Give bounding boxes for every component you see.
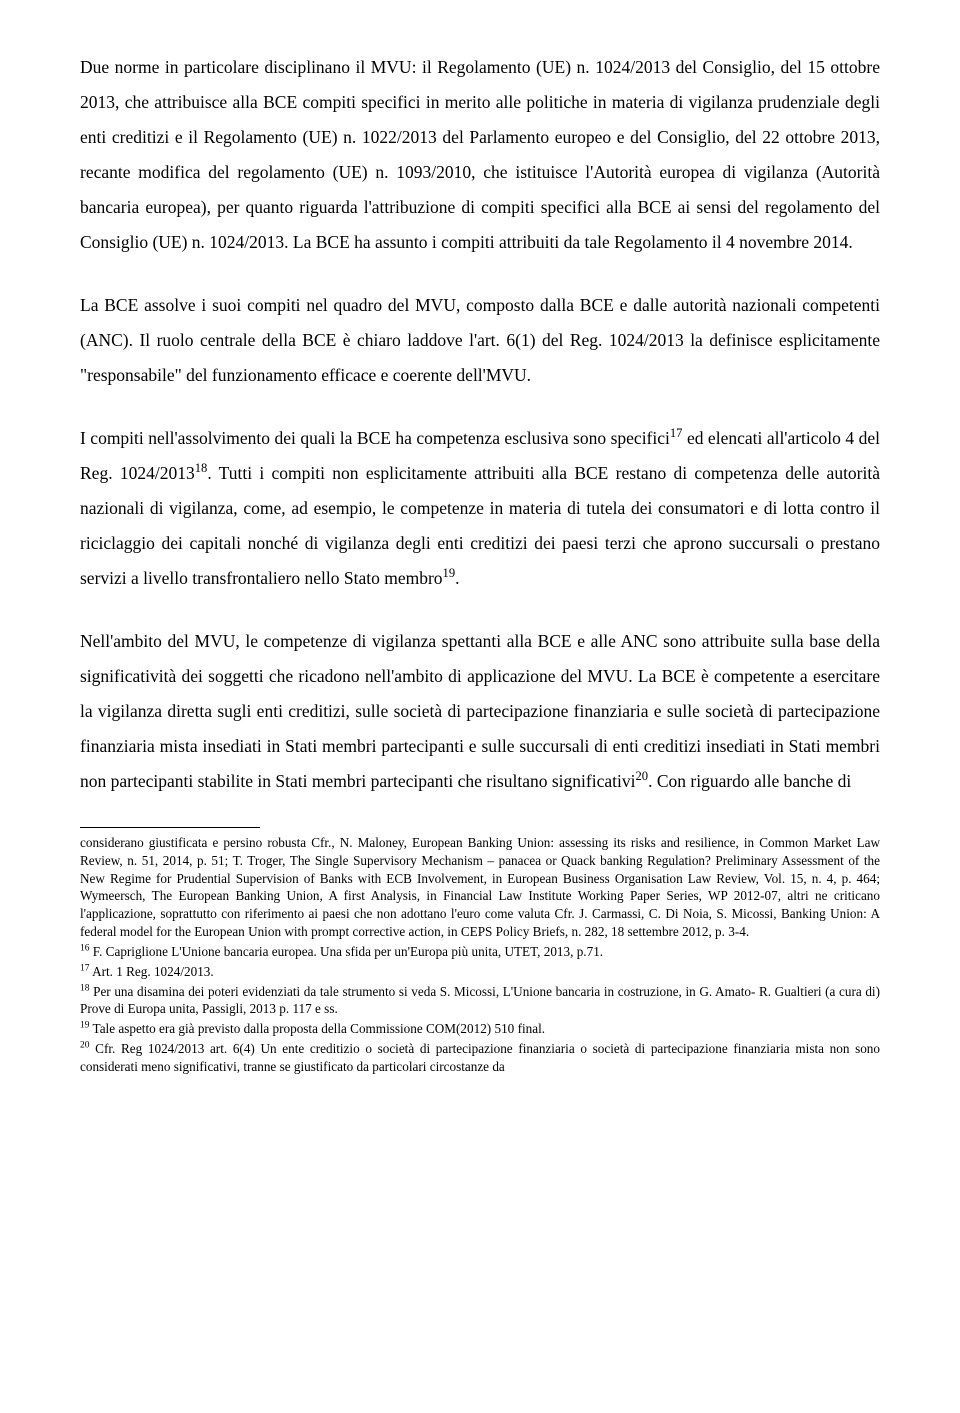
footnote-20: 20 Cfr. Reg 1024/2013 art. 6(4) Un ente …: [80, 1040, 880, 1076]
footnote-ref-17: 17: [670, 426, 683, 440]
body-paragraph-4: Nell'ambito del MVU, le competenze di vi…: [80, 624, 880, 799]
footnote-19: 19 Tale aspetto era già previsto dalla p…: [80, 1020, 880, 1038]
footnotes-block: considerano giustificata e persino robus…: [80, 834, 880, 1076]
body-paragraph-1: Due norme in particolare disciplinano il…: [80, 50, 880, 260]
footnote-17-text: Art. 1 Reg. 1024/2013.: [90, 964, 214, 979]
footnote-ref-19: 19: [443, 566, 456, 580]
footnote-18: 18 Per una disamina dei poteri evidenzia…: [80, 983, 880, 1019]
footnote-16-text: F. Capriglione L'Unione bancaria europea…: [90, 944, 604, 959]
page-content: Due norme in particolare disciplinano il…: [0, 0, 960, 1128]
body-paragraph-3: I compiti nell'assolvimento dei quali la…: [80, 421, 880, 596]
footnote-number-20: 20: [80, 1041, 90, 1051]
footnote-18-text: Per una disamina dei poteri evidenziati …: [80, 984, 880, 1017]
footnote-continuation: considerano giustificata e persino robus…: [80, 834, 880, 941]
footnote-ref-20: 20: [635, 769, 648, 783]
p3-text-c: . Tutti i compiti non esplicitamente att…: [80, 463, 880, 588]
p4-text-a: Nell'ambito del MVU, le competenze di vi…: [80, 631, 880, 791]
footnote-17: 17 Art. 1 Reg. 1024/2013.: [80, 963, 880, 981]
footnote-number-17: 17: [80, 963, 90, 973]
p3-text-d: .: [455, 568, 459, 588]
p3-text-a: I compiti nell'assolvimento dei quali la…: [80, 428, 670, 448]
p4-text-b: . Con riguardo alle banche di: [648, 771, 851, 791]
footnote-19-text: Tale aspetto era già previsto dalla prop…: [90, 1021, 546, 1036]
footnote-number-19: 19: [80, 1021, 90, 1031]
footnote-number-16: 16: [80, 943, 90, 953]
footnote-20-text: Cfr. Reg 1024/2013 art. 6(4) Un ente cre…: [80, 1041, 880, 1074]
footnotes-divider: [80, 827, 260, 828]
footnote-number-18: 18: [80, 983, 90, 993]
footnote-ref-18: 18: [195, 461, 208, 475]
body-paragraph-2: La BCE assolve i suoi compiti nel quadro…: [80, 288, 880, 393]
footnote-16: 16 F. Capriglione L'Unione bancaria euro…: [80, 943, 880, 961]
